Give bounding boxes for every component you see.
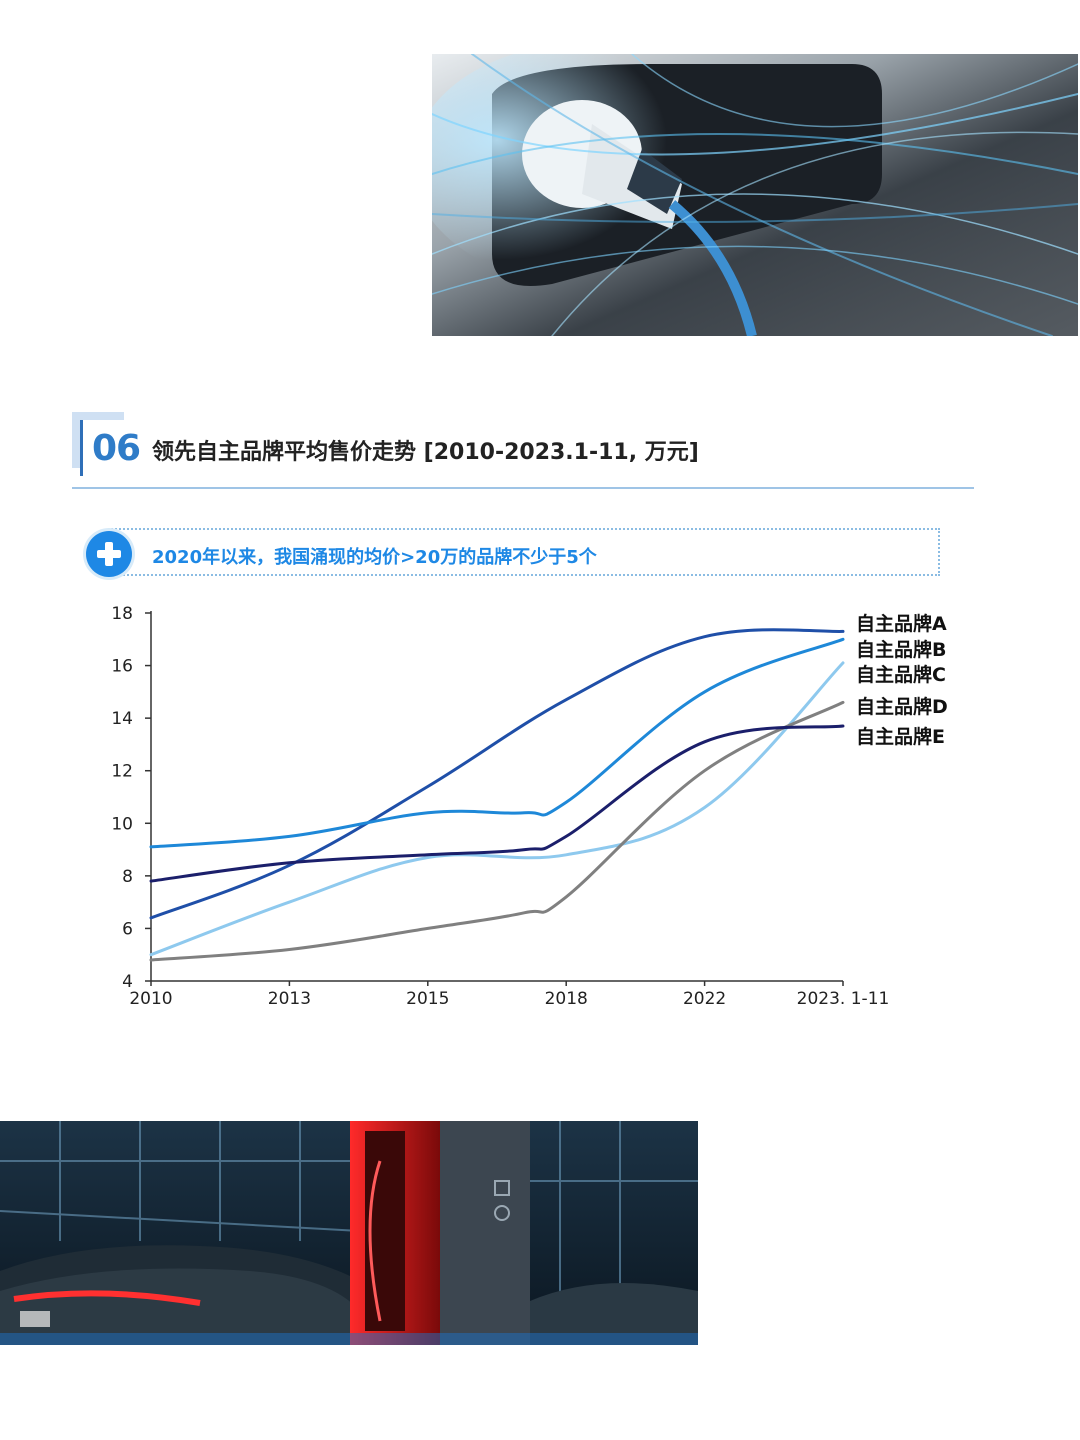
ev-charging-plug-photo [432,54,1078,336]
series-line-2 [149,637,845,849]
price-trend-chart: 4 6 8 10 12 14 16 18 2010 2013 2015 2018 2022 2023. 1… [0,590,1080,1020]
x-tick-label: 2018 [545,989,588,1009]
x-tick-label: 2015 [406,989,449,1009]
x-tick-label: 2010 [129,989,172,1009]
y-tick-label: 12 [111,762,133,782]
series-label-2: 自主品牌B [856,638,946,661]
section-divider [72,487,974,489]
y-tick-label: 4 [122,972,133,992]
x-tick-label: 2022 [683,989,726,1009]
chart-svg: 4 6 8 10 12 14 16 18 2010 2013 2015 2018 2022 2023. 1… [111,604,948,1009]
chart-lines [149,628,845,962]
section-number-box [80,420,139,476]
section-header: 06 领先自主品牌平均售价走势 [2010-2023.1-11, 万元] [72,412,974,490]
y-tick-label: 6 [122,919,133,939]
section-number: 06 [92,428,141,469]
plus-icon [86,531,132,577]
section-title: 领先自主品牌平均售价走势 [2010-2023.1-11, 万元] [152,440,699,465]
car-charging-station-photo [0,1121,698,1345]
y-tick-label: 10 [111,814,133,834]
callout-text: 2020年以来，我国涌现的均价>20万的品牌不少于5个 [152,547,597,568]
y-tick-label: 18 [111,604,133,624]
y-tick-label: 14 [111,709,133,729]
x-tick-label: 2013 [268,989,311,1009]
series-line-5 [149,724,845,883]
series-label-3: 自主品牌C [856,663,946,686]
chart-axes: 4 6 8 10 12 14 16 18 2010 2013 2015 2018 2022 2023. 1… [111,604,889,1009]
series-line-4 [149,700,845,962]
series-label-1: 自主品牌A [856,612,947,635]
x-tick-label: 2023. 1-11 [797,989,890,1009]
y-tick-label: 16 [111,657,133,677]
series-line-1 [149,628,845,920]
series-label-5: 自主品牌E [856,725,945,748]
series-line-3 [149,661,845,957]
y-tick-label: 8 [122,867,133,887]
series-label-4: 自主品牌D [856,695,948,718]
